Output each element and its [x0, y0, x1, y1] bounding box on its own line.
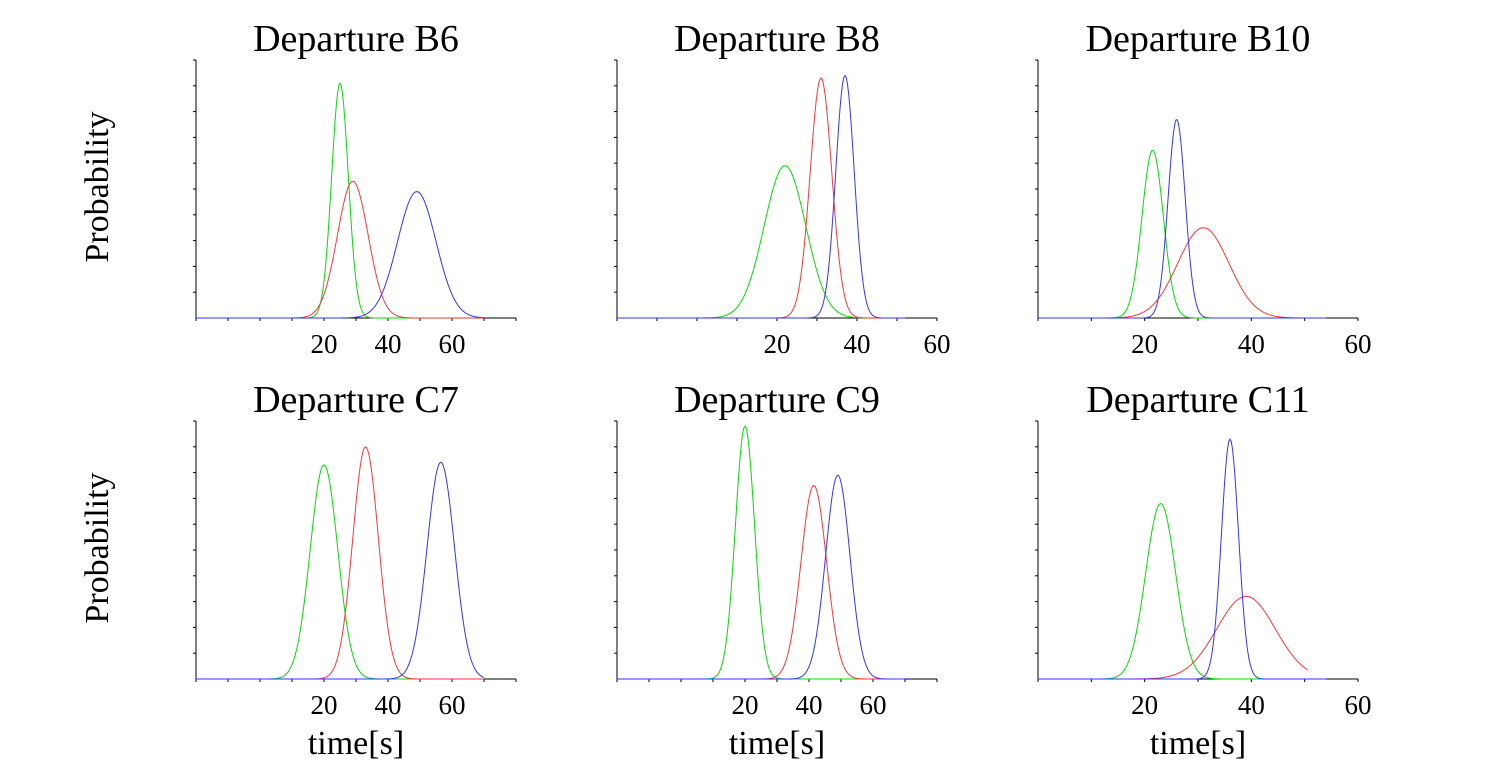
- panel-title: Departure C9: [674, 379, 880, 421]
- panel-1: Departure B6 20 40 60 Probability: [79, 18, 517, 359]
- series-green-curve: [617, 425, 905, 680]
- series-red-curve: [196, 180, 484, 319]
- series-blue-curve: [196, 461, 485, 680]
- series-red-curve: [617, 77, 905, 319]
- series-blue-curve: [1038, 119, 1326, 319]
- x-tick-label: 40: [796, 690, 823, 720]
- x-axis-label: time[s]: [1150, 725, 1246, 762]
- x-tick-label: 60: [439, 690, 466, 720]
- y-axis-label: Probability: [79, 111, 116, 262]
- x-tick-label: 40: [1238, 329, 1265, 359]
- series-green-curve: [1038, 503, 1326, 680]
- panel-title: Departure B8: [674, 18, 880, 60]
- x-tick-label: 60: [1345, 690, 1372, 720]
- x-tick-label: 60: [860, 690, 887, 720]
- x-tick-label: 60: [439, 329, 466, 359]
- x-tick-label: 20: [732, 690, 759, 720]
- x-axis-label: time[s]: [729, 725, 825, 762]
- x-axis-label: time[s]: [308, 725, 404, 762]
- series-blue-curve: [617, 474, 905, 680]
- series-blue-curve: [196, 191, 485, 319]
- y-axis-label: Probability: [79, 472, 116, 623]
- x-tick-label: 40: [375, 690, 402, 720]
- panel-title: Departure B6: [253, 18, 459, 60]
- panel-title: Departure C11: [1086, 379, 1309, 421]
- x-tick-label: 20: [311, 329, 338, 359]
- panel-6: Departure C11 20 40 60 time[s]: [1035, 379, 1372, 762]
- series-red-curve: [1038, 595, 1308, 680]
- series-blue-curve: [1038, 437, 1326, 680]
- x-tick-label: 20: [311, 690, 338, 720]
- x-tick-label: 40: [375, 329, 402, 359]
- x-tick-label: 60: [1345, 329, 1372, 359]
- x-tick-label: 20: [1131, 329, 1158, 359]
- series-red-curve: [1038, 227, 1326, 319]
- panel-2: Departure B8 20 40 60: [614, 18, 951, 359]
- x-tick-label: 20: [764, 329, 791, 359]
- x-tick-label: 40: [844, 329, 871, 359]
- series-green-curve: [617, 165, 905, 319]
- series-green-curve: [196, 82, 484, 319]
- series-blue-curve: [617, 74, 905, 319]
- x-tick-label: 20: [1131, 690, 1158, 720]
- x-tick-label: 40: [1238, 690, 1265, 720]
- panel-title: Departure B10: [1086, 18, 1311, 60]
- panel-3: Departure B10 20 40 60: [1035, 18, 1372, 359]
- x-tick-label: 60: [924, 329, 951, 359]
- panel-title: Departure C7: [253, 379, 459, 421]
- panel-4: Departure C7 20 40 60 Probability time[s]: [79, 379, 517, 762]
- panel-5: Departure C9 20 40 60 time[s]: [614, 379, 938, 762]
- series-green-curve: [1038, 149, 1326, 319]
- series-red-curve: [196, 446, 484, 680]
